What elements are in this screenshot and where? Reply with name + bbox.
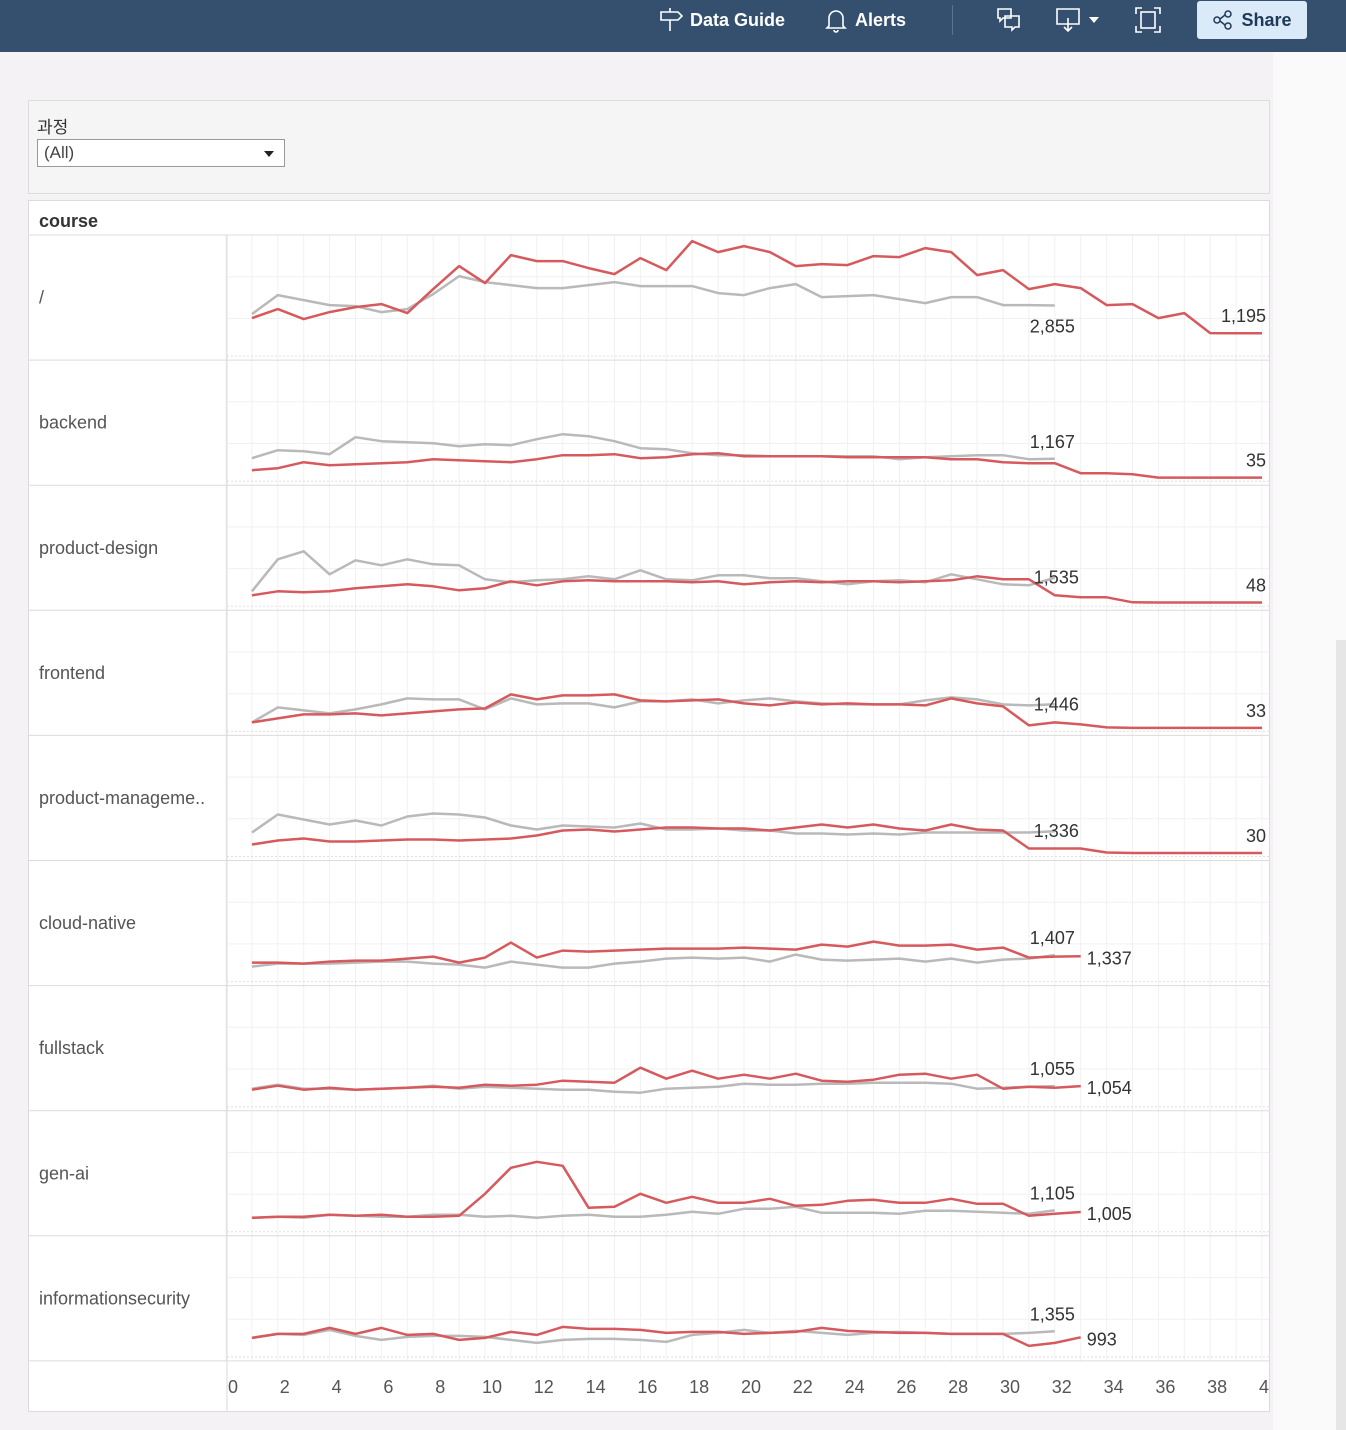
gray-series-line (251, 1205, 1055, 1220)
x-tick-label: 8 (435, 1377, 445, 1397)
share-button[interactable]: Share (1197, 1, 1307, 39)
alerts-button[interactable]: Alerts (823, 0, 906, 40)
side-margin (1273, 52, 1346, 1430)
download-button[interactable] (1054, 0, 1100, 40)
x-tick-label: 28 (948, 1377, 968, 1397)
red-series-line (251, 1066, 1081, 1091)
gray-series-line (251, 953, 1055, 969)
course-column-header: course (39, 211, 99, 231)
data-guide-label: Data Guide (690, 9, 786, 30)
gray-series-end-label: 1,535 (1034, 568, 1079, 588)
row-label: informationsecurity (39, 1288, 190, 1308)
gray-series-end-label: 1,055 (1030, 1059, 1075, 1079)
red-series-end-label: 35 (1246, 451, 1266, 471)
x-tick-label: 38 (1207, 1377, 1227, 1397)
red-series-end-label: 1,054 (1087, 1078, 1132, 1098)
red-series-end-label: 30 (1246, 826, 1266, 846)
red-series-line (251, 451, 1262, 479)
x-tick-label: 40 (1259, 1377, 1269, 1397)
x-tick-label: 26 (896, 1377, 916, 1397)
data-guide-button[interactable]: Data Guide (658, 0, 785, 40)
row-label: cloud-native (39, 913, 136, 933)
gray-series-end-label: 1,446 (1034, 694, 1079, 714)
red-series-end-label: 33 (1246, 701, 1266, 721)
gray-series-end-label: 1,336 (1034, 821, 1079, 841)
x-tick-label: 22 (793, 1377, 813, 1397)
x-tick-label: 24 (845, 1377, 865, 1397)
comments-button[interactable] (995, 0, 1023, 40)
gray-series-line (251, 274, 1055, 316)
small-multiples-line-chart: / 2,855 1,195 backend 1,167 35 product-design 1… (29, 234, 1269, 1411)
gray-series-end-label: 1,355 (1030, 1304, 1075, 1324)
x-tick-label: 10 (482, 1377, 502, 1397)
x-tick-label: 0 (228, 1377, 238, 1397)
gray-series-end-label: 2,855 (1030, 317, 1075, 337)
dropdown-value: (All) (44, 143, 75, 162)
x-tick-label: 30 (1000, 1377, 1020, 1397)
share-label: Share (1241, 9, 1292, 30)
red-series-end-label: 1,337 (1087, 948, 1132, 968)
chart-panel: course / 2,855 1,195 backend 1,167 35 product-… (28, 200, 1270, 1412)
row-label: backend (39, 413, 107, 433)
filter-title: 과정 (37, 118, 69, 137)
red-series-end-label: 48 (1246, 576, 1266, 596)
course-filter: 과정 (All) (28, 100, 1270, 194)
gray-series-line (251, 1081, 1055, 1094)
toolbar-divider (952, 5, 953, 35)
gray-series-line (250, 550, 1056, 593)
x-tick-label: 4 (332, 1377, 342, 1397)
row-label: gen-ai (39, 1163, 89, 1183)
fullscreen-button[interactable] (1134, 0, 1162, 40)
gray-series-end-label: 1,105 (1030, 1183, 1075, 1203)
row-label: fullstack (39, 1038, 105, 1058)
scrollbar[interactable] (1336, 640, 1346, 1430)
red-series-line (251, 1160, 1081, 1220)
row-label: product-manageme.. (39, 788, 205, 808)
share-icon (1213, 10, 1233, 30)
red-series-line (251, 239, 1262, 335)
gray-series-line (251, 812, 1055, 836)
x-tick-label: 6 (383, 1377, 393, 1397)
red-series-end-label: 1,195 (1221, 306, 1266, 326)
red-series-line (251, 940, 1081, 965)
download-icon (1056, 8, 1080, 33)
signpost-icon (660, 8, 684, 31)
row-label: / (39, 288, 44, 308)
top-toolbar: Data Guide Alerts Share (0, 0, 1346, 52)
dropdown-arrow-icon (264, 151, 274, 157)
x-tick-label: 2 (280, 1377, 290, 1397)
red-series-end-label: 1,005 (1087, 1204, 1132, 1224)
x-tick-label: 20 (741, 1377, 761, 1397)
course-filter-dropdown[interactable]: (All) (37, 139, 285, 167)
x-tick-label: 12 (534, 1377, 554, 1397)
x-tick-label: 14 (586, 1377, 606, 1397)
x-tick-label: 32 (1052, 1377, 1072, 1397)
red-series-line (251, 575, 1262, 604)
x-tick-label: 16 (637, 1377, 657, 1397)
comments-icon (997, 8, 1020, 32)
gray-series-end-label: 1,407 (1030, 928, 1075, 948)
fullscreen-icon (1135, 7, 1161, 33)
x-tick-label: 36 (1155, 1377, 1175, 1397)
alerts-label: Alerts (855, 9, 907, 30)
row-label: product-design (39, 538, 158, 558)
chevron-down-icon (1089, 17, 1099, 23)
gray-series-line (251, 432, 1055, 461)
red-series-line (251, 1325, 1081, 1348)
bell-icon (825, 10, 847, 33)
x-tick-label: 18 (689, 1377, 709, 1397)
red-series-end-label: 993 (1087, 1329, 1117, 1349)
gray-series-end-label: 1,167 (1030, 432, 1075, 452)
x-tick-label: 34 (1104, 1377, 1124, 1397)
row-label: frontend (39, 663, 105, 683)
red-series-line (251, 693, 1262, 730)
red-series-line (251, 823, 1262, 855)
